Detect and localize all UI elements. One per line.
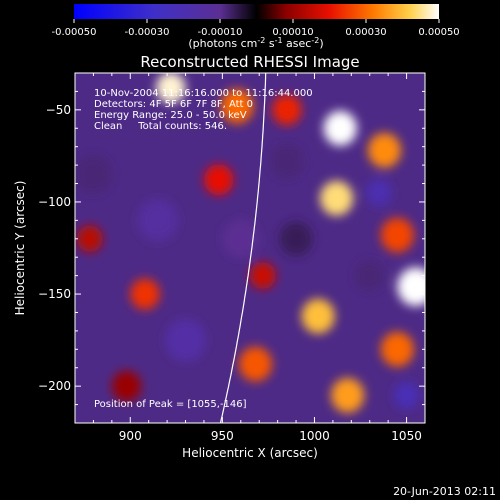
intensity-blob xyxy=(380,217,414,253)
intensity-blob xyxy=(355,260,385,292)
intensity-blob xyxy=(397,267,425,307)
intensity-blob xyxy=(272,94,302,126)
x-tick-label: 1050 xyxy=(391,429,422,443)
x-axis: 900 950 1000 1050 xyxy=(92,73,422,443)
y-tick-label: −100 xyxy=(38,195,71,209)
y-tick-label: −150 xyxy=(38,287,71,301)
colorbar-tick-label: 0.00050 xyxy=(418,27,459,38)
colorbar-tick-label: -0.00050 xyxy=(52,27,97,38)
intensity-blob xyxy=(320,180,354,216)
intensity-blob xyxy=(301,298,335,334)
annotation-detectors: Detectors: 4F 5F 6F 7F 8F, Att 0 xyxy=(94,99,253,110)
info-annotations: 10-Nov-2004 11:16:16.000 to 11:16:44.000… xyxy=(94,88,313,132)
intensity-blob xyxy=(75,154,112,194)
x-tick-label: 950 xyxy=(211,429,234,443)
timestamp: 20-Jun-2013 02:11 xyxy=(393,485,496,498)
y-axis: −200 −150 −100 −50 xyxy=(38,90,425,406)
intensity-blob xyxy=(279,221,313,257)
x-tick-label: 1000 xyxy=(299,429,330,443)
intensity-blob xyxy=(366,179,392,207)
x-tick-label: 900 xyxy=(119,429,142,443)
x-axis-label: Heliocentric X (arcsec) xyxy=(182,446,318,460)
colorbar xyxy=(74,4,439,19)
intensity-blob xyxy=(367,132,402,168)
annotation-energy-range: Energy Range: 25.0 - 50.0 keV xyxy=(94,110,247,121)
annotation-clean-counts: Clean Total counts: 546. xyxy=(94,121,227,132)
intensity-blob xyxy=(165,318,206,362)
colorbar-tick-label: -0.00010 xyxy=(198,27,243,38)
colorbar-tick-labels: -0.00050 -0.00030 -0.00010 0.00010 0.00030 0.… xyxy=(52,27,460,38)
y-tick-label: −200 xyxy=(38,379,71,393)
intensity-blob xyxy=(156,73,186,104)
intensity-blob xyxy=(331,377,365,413)
intensity-blob xyxy=(203,164,234,196)
intensity-blob xyxy=(220,88,254,124)
solar-limb-curve xyxy=(219,73,267,423)
intensity-blob xyxy=(76,225,103,253)
colorbar-tick-label: -0.00030 xyxy=(125,27,170,38)
intensity-blob xyxy=(380,331,414,367)
chart-title: Reconstructed RHESSI Image xyxy=(140,53,359,71)
annotation-time-range: 10-Nov-2004 11:16:16.000 to 11:16:44.000 xyxy=(94,88,313,99)
colorbar-ticks xyxy=(73,19,440,23)
intensity-blob xyxy=(222,219,260,259)
colorbar-tick-label: 0.00010 xyxy=(272,27,313,38)
intensity-blob xyxy=(130,278,160,310)
intensity-blob xyxy=(250,262,276,290)
heatmap-area xyxy=(75,73,425,423)
peak-position-label: Position of Peak = [1055,-146] xyxy=(94,399,247,410)
colorbar-unit-label: (photons cm-2 s-1 asec-2) xyxy=(188,36,323,50)
intensity-blob xyxy=(323,110,357,146)
intensity-blob xyxy=(238,346,273,382)
y-tick-label: −50 xyxy=(46,103,71,117)
plot-frame xyxy=(74,72,426,424)
intensity-blob xyxy=(270,144,304,179)
intensity-blob xyxy=(111,370,142,402)
intensity-blob xyxy=(137,199,179,242)
y-axis-label: Heliocentric Y (arcsec) xyxy=(13,181,27,316)
intensity-blob xyxy=(393,381,420,409)
colorbar-tick-label: 0.00030 xyxy=(345,27,386,38)
